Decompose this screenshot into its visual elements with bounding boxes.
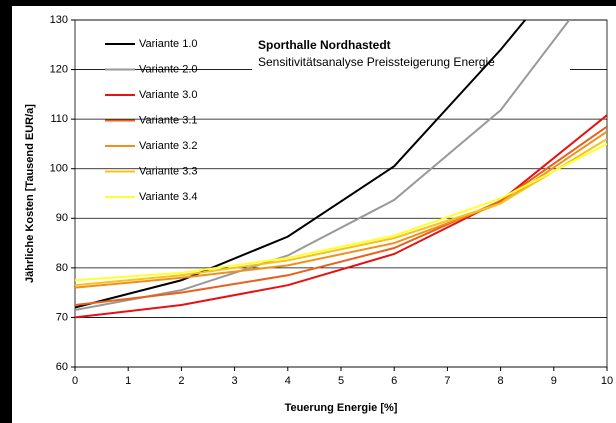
x-tick-label: 7 [444, 375, 450, 387]
legend-label: Variante 3.3 [139, 165, 198, 177]
x-tick-label: 5 [338, 375, 344, 387]
y-tick-label: 70 [56, 311, 68, 323]
legend-label: Variante 2.0 [139, 63, 198, 75]
chart-background [12, 6, 616, 423]
x-tick-label: 8 [498, 375, 504, 387]
x-axis-label: Teuerung Energie [%] [285, 402, 398, 414]
plot-lines [75, 20, 607, 319]
series-line [75, 20, 527, 309]
y-tick-label: 120 [50, 63, 68, 75]
series-line [75, 20, 571, 311]
series-line [75, 114, 607, 319]
chart-title: Sporthalle Nordhastedt [258, 38, 391, 52]
series-line [75, 143, 607, 282]
legend-label: Variante 3.4 [139, 191, 198, 203]
x-tick-label: 0 [72, 375, 78, 387]
y-tick-label: 60 [56, 361, 68, 373]
x-tick-label: 10 [601, 375, 613, 387]
x-tick-label: 9 [551, 375, 557, 387]
x-tick-label: 2 [178, 375, 184, 387]
y-axis-label: Jährliche Kosten [Tausend EUR/a] [24, 104, 36, 283]
y-tick-label: 130 [50, 14, 68, 26]
y-tick-label: 100 [50, 163, 68, 175]
x-tick-label: 1 [125, 375, 131, 387]
legend-label: Variante 3.1 [139, 114, 198, 126]
y-tick-label: 90 [56, 212, 68, 224]
y-tick-label: 110 [50, 113, 68, 125]
legend-label: Variante 1.0 [139, 38, 198, 50]
chart-subtitle: Sensitivitätsanalyse Preissteigerung Ene… [258, 55, 495, 69]
x-tick-label: 6 [391, 375, 397, 387]
legend-label: Variante 3.2 [139, 140, 198, 152]
series-line [75, 138, 607, 287]
x-tick-label: 3 [232, 375, 238, 387]
y-tick-label: 80 [56, 262, 68, 274]
legend-label: Variante 3.0 [139, 89, 198, 101]
x-tick-label: 4 [285, 375, 291, 387]
series-line [75, 130, 607, 289]
title-box [252, 36, 570, 72]
plot-frame [74, 19, 608, 368]
